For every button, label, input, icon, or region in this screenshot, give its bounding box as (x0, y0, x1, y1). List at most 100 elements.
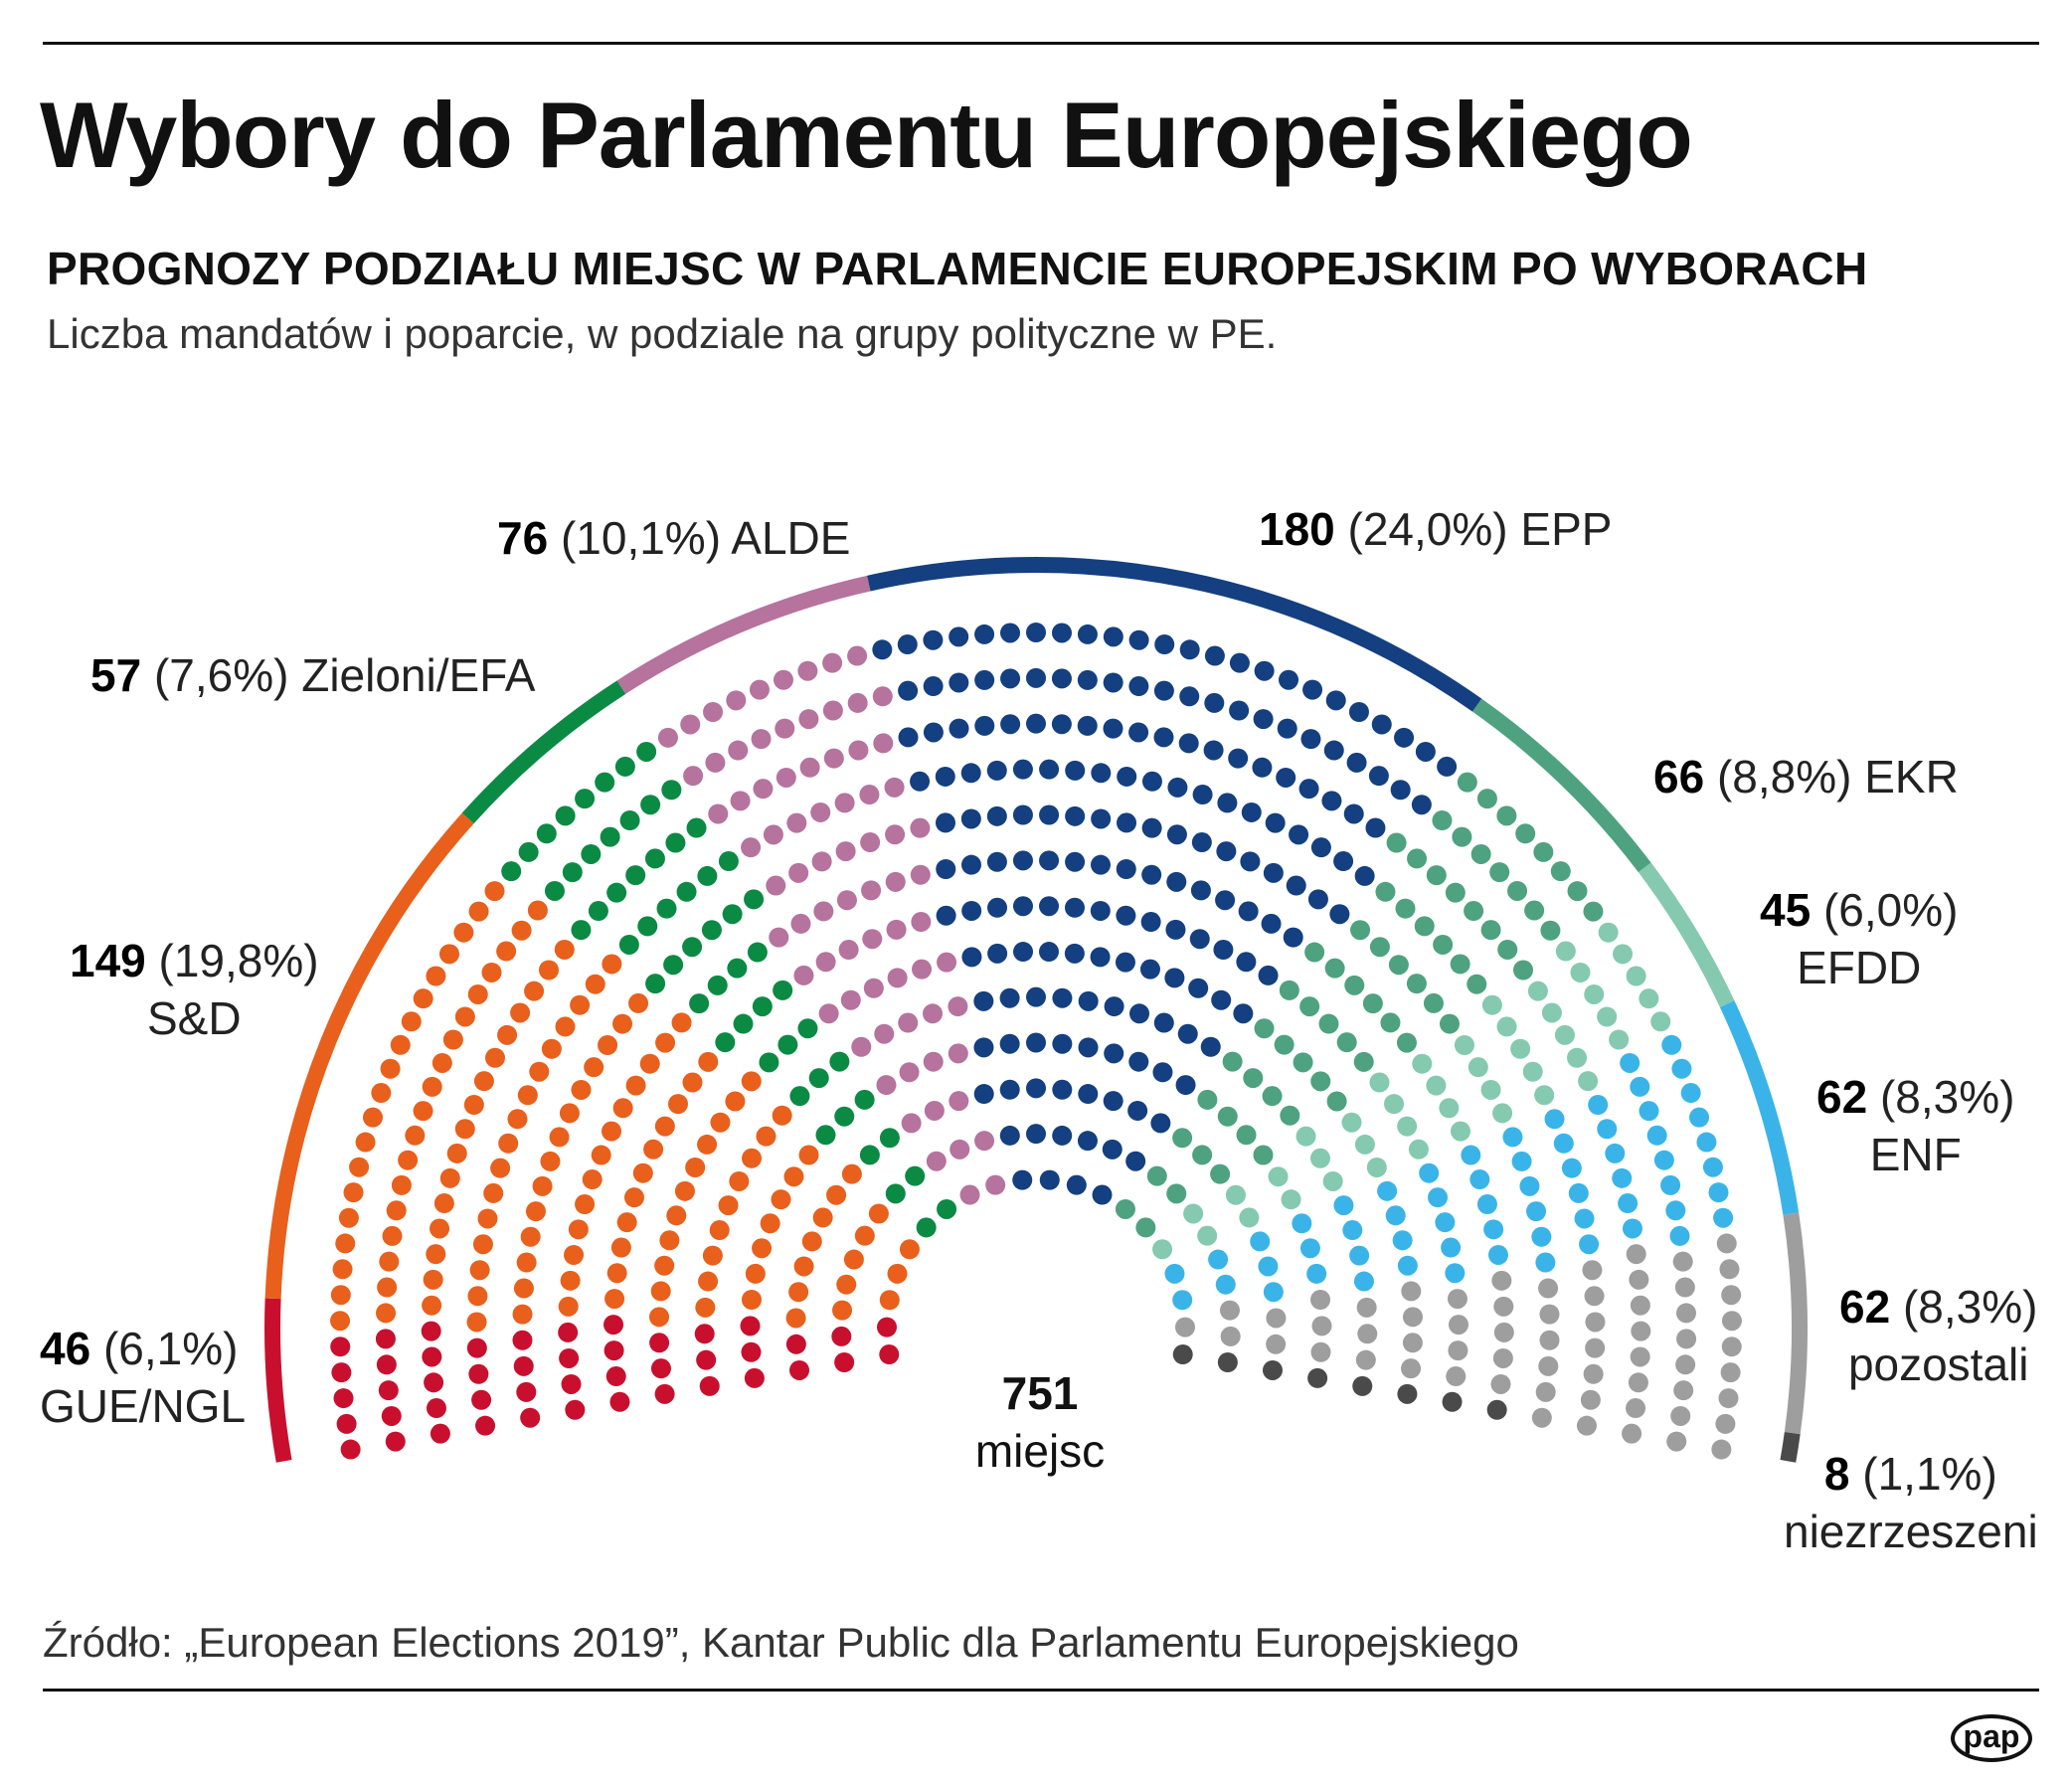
seat-pozostali (1447, 1289, 1468, 1310)
seat-zieloniefa (661, 780, 682, 801)
seat-efdd (1183, 1203, 1204, 1224)
seat-epp (1394, 727, 1415, 748)
seat-pozostali (1311, 1316, 1332, 1337)
seat-guengl (831, 1326, 852, 1346)
seat-zieloniefa (859, 1145, 880, 1165)
seat-epp (1261, 913, 1282, 934)
seat-pozostali (1582, 1260, 1603, 1281)
seat-guengl (789, 1359, 810, 1380)
seat-ekr (1496, 805, 1517, 826)
seat-sd (439, 1167, 460, 1188)
seat-epp (1116, 858, 1136, 879)
seat-sd (511, 920, 532, 941)
seat-epp (949, 626, 969, 647)
seat-epp (1026, 713, 1046, 734)
seat-epp (1302, 679, 1323, 700)
pap-logo: pap (1951, 1714, 2032, 1762)
seat-alde (730, 791, 751, 811)
seat-epp (1178, 733, 1199, 754)
seat-pozostali (1711, 1439, 1732, 1460)
seat-sd (405, 1125, 426, 1146)
seat-alde (859, 785, 880, 805)
seat-efdd (1578, 1071, 1599, 1092)
seat-zieloniefa (595, 772, 615, 793)
seat-epp (974, 715, 995, 736)
seat-sd (584, 1057, 604, 1078)
seat-enf (1435, 1212, 1456, 1233)
seat-efdd (1426, 1075, 1447, 1096)
seat-pozostali (1220, 1326, 1241, 1346)
seat-pozostali (1721, 1311, 1742, 1332)
seat-sd (430, 1218, 450, 1239)
seat-alde (885, 824, 906, 845)
seat-alde (836, 890, 857, 911)
seat-sd (481, 962, 502, 982)
seat-epp (872, 639, 893, 660)
seat-alde (873, 733, 894, 754)
seat-epp (1012, 896, 1033, 917)
seat-zieloniefa (744, 889, 765, 910)
seat-niezrzeszeni (1442, 1391, 1463, 1412)
seat-alde (922, 1003, 943, 1024)
seat-alde (793, 965, 814, 985)
seat-ekr (1304, 942, 1325, 963)
seat-sd (654, 1116, 675, 1137)
seat-sd (401, 1011, 422, 1032)
seat-ekr (1210, 1163, 1231, 1184)
seat-epp (1091, 854, 1112, 875)
seat-alde (884, 777, 905, 798)
seat-enf (1588, 1094, 1609, 1115)
seat-sd (771, 1189, 791, 1210)
seat-enf (1342, 1220, 1363, 1241)
seat-epp (960, 854, 981, 875)
seat-epp (999, 1125, 1020, 1146)
seat-sd (343, 1182, 364, 1203)
seat-ekr (1395, 898, 1416, 919)
seat-sd (446, 1143, 467, 1163)
seat-enf (1535, 1252, 1556, 1273)
seat-enf (1618, 1193, 1639, 1214)
seat-epp (910, 771, 931, 792)
seat-zieloniefa (562, 862, 583, 883)
seat-sd (497, 1024, 518, 1045)
seat-alde (822, 652, 843, 673)
seat-sd (604, 1289, 625, 1310)
seat-sd (463, 1094, 484, 1115)
seat-pozostali (1715, 1413, 1736, 1434)
seat-sd (382, 1225, 403, 1246)
seat-pozostali (1310, 1289, 1331, 1310)
seat-epp (960, 763, 981, 784)
seat-guengl (422, 1346, 442, 1367)
seat-epp (1039, 1169, 1060, 1190)
seat-zieloniefa (544, 880, 565, 901)
seat-pozostali (1670, 1405, 1691, 1426)
seat-alde (840, 989, 861, 1010)
source-note: Źródło: „European Elections 2019”, Kanta… (43, 1619, 1519, 1666)
seat-sd (718, 1195, 739, 1216)
seat-pozostali (1720, 1362, 1741, 1383)
seat-epp (1141, 864, 1162, 885)
seat-epp (936, 858, 956, 879)
seat-enf (1263, 1282, 1284, 1303)
arc-segment-epp (867, 557, 1482, 712)
seat-ekr (1262, 1086, 1283, 1107)
seat-alde (950, 1139, 970, 1159)
seat-epp (1128, 1051, 1149, 1072)
seat-epp (1437, 756, 1458, 777)
seat-sd (484, 881, 505, 902)
seat-pozostali (1676, 1329, 1697, 1349)
seat-guengl (559, 1347, 580, 1368)
seat-epp (1013, 942, 1034, 963)
seat-zieloniefa (834, 1106, 855, 1127)
seat-efdd (1555, 941, 1576, 962)
page-title: Wybory do Parlamentu Europejskiego (40, 83, 1693, 187)
seat-zieloniefa (640, 795, 661, 815)
seat-enf (1579, 1234, 1600, 1255)
seat-ekr (1243, 1068, 1264, 1089)
seat-sd (785, 1308, 806, 1329)
seat-zieloniefa (722, 904, 743, 925)
seat-epp (1026, 623, 1046, 642)
seat-epp (1188, 978, 1209, 998)
seat-efdd (1281, 1189, 1301, 1210)
seat-zieloniefa (777, 1034, 798, 1055)
